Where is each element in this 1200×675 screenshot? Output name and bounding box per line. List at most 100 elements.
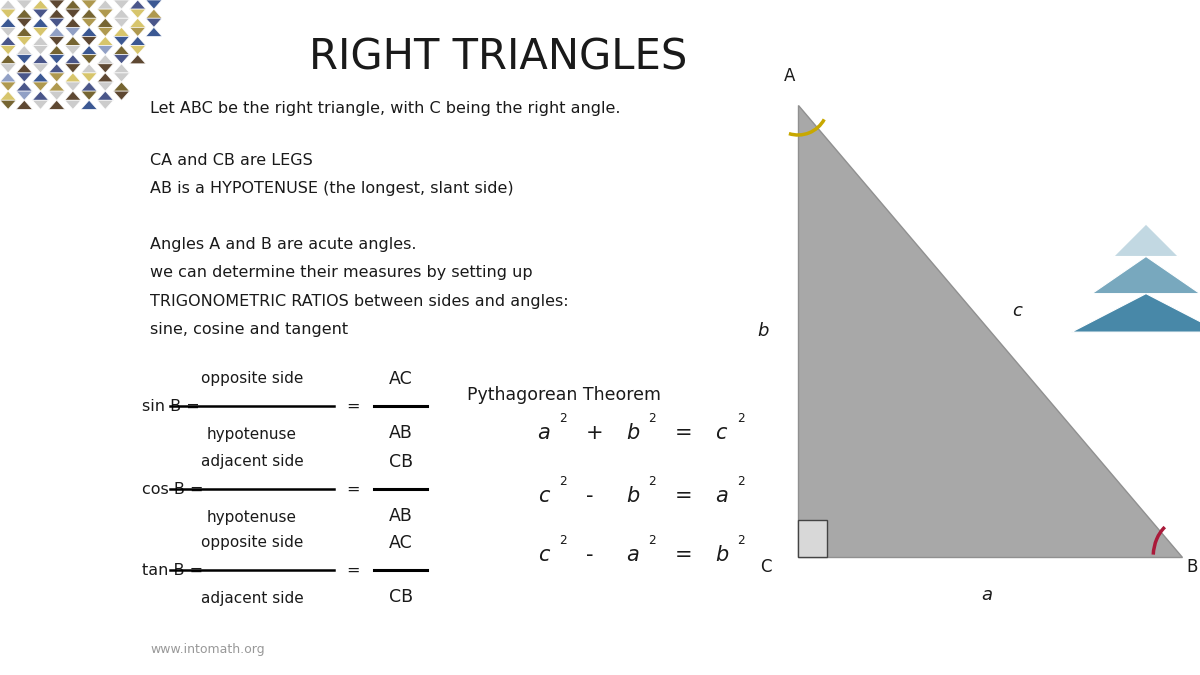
Polygon shape <box>65 27 82 36</box>
Text: opposite side: opposite side <box>200 371 304 385</box>
Text: b: b <box>757 322 769 340</box>
Polygon shape <box>146 0 162 9</box>
Polygon shape <box>0 100 17 109</box>
Polygon shape <box>17 46 32 55</box>
Polygon shape <box>32 73 48 82</box>
Text: a: a <box>538 423 551 443</box>
Polygon shape <box>48 46 65 55</box>
Text: =: = <box>346 563 360 578</box>
Polygon shape <box>82 64 97 73</box>
Polygon shape <box>130 55 146 63</box>
Polygon shape <box>0 36 17 46</box>
Polygon shape <box>17 73 32 82</box>
Text: =: = <box>674 486 692 506</box>
Polygon shape <box>0 82 17 91</box>
Polygon shape <box>32 0 48 9</box>
Polygon shape <box>97 64 114 73</box>
Polygon shape <box>130 36 146 46</box>
Text: opposite side: opposite side <box>200 535 304 549</box>
Text: a: a <box>980 587 992 604</box>
Polygon shape <box>65 55 82 63</box>
Text: c: c <box>538 545 550 565</box>
Polygon shape <box>0 64 17 73</box>
Text: CB: CB <box>389 589 413 606</box>
Polygon shape <box>65 82 82 91</box>
Polygon shape <box>48 64 65 73</box>
Polygon shape <box>65 73 82 82</box>
Polygon shape <box>0 73 17 82</box>
Polygon shape <box>17 27 32 36</box>
Text: hypotenuse: hypotenuse <box>208 510 298 525</box>
Polygon shape <box>48 27 65 36</box>
Text: AB: AB <box>389 508 413 525</box>
Text: =: = <box>346 482 360 497</box>
Polygon shape <box>114 36 130 46</box>
Text: b: b <box>626 423 640 443</box>
Polygon shape <box>0 91 17 100</box>
Polygon shape <box>32 27 48 36</box>
Polygon shape <box>114 27 130 36</box>
Text: 2: 2 <box>737 533 744 547</box>
Polygon shape <box>97 0 114 9</box>
Text: sin B =: sin B = <box>142 399 199 414</box>
Polygon shape <box>17 91 32 100</box>
Polygon shape <box>82 27 97 36</box>
Polygon shape <box>114 73 130 82</box>
Polygon shape <box>82 82 97 91</box>
Polygon shape <box>0 46 17 55</box>
Text: adjacent side: adjacent side <box>200 454 304 468</box>
Text: 2: 2 <box>737 412 744 425</box>
Text: 2: 2 <box>559 412 566 425</box>
Text: a: a <box>626 545 640 565</box>
Text: =: = <box>674 545 692 565</box>
Polygon shape <box>17 18 32 27</box>
Polygon shape <box>17 36 32 46</box>
Polygon shape <box>97 91 114 100</box>
Polygon shape <box>48 73 65 82</box>
Polygon shape <box>82 46 97 55</box>
Text: -: - <box>586 486 593 506</box>
Polygon shape <box>130 18 146 27</box>
Polygon shape <box>0 0 17 9</box>
Text: B: B <box>1186 558 1198 576</box>
Polygon shape <box>32 64 48 73</box>
Text: RIGHT TRIANGLES: RIGHT TRIANGLES <box>308 36 688 78</box>
Polygon shape <box>114 0 130 9</box>
Text: 2: 2 <box>559 475 566 488</box>
Polygon shape <box>65 46 82 55</box>
Polygon shape <box>97 82 114 91</box>
Polygon shape <box>65 18 82 27</box>
Text: AB: AB <box>389 425 413 442</box>
Text: 2: 2 <box>559 533 566 547</box>
Polygon shape <box>130 9 146 18</box>
Text: 2: 2 <box>648 533 655 547</box>
Polygon shape <box>0 18 17 27</box>
Text: Pythagorean Theorem: Pythagorean Theorem <box>467 386 661 404</box>
Polygon shape <box>48 91 65 100</box>
Text: =: = <box>674 423 692 443</box>
Text: hypotenuse: hypotenuse <box>208 427 298 442</box>
Polygon shape <box>1114 224 1178 256</box>
Text: tan B =: tan B = <box>142 563 203 578</box>
Text: we can determine their measures by setting up: we can determine their measures by setti… <box>150 265 533 280</box>
Text: www.intomath.org: www.intomath.org <box>150 643 265 656</box>
Polygon shape <box>48 82 65 91</box>
Text: -: - <box>586 545 593 565</box>
Polygon shape <box>32 46 48 55</box>
Polygon shape <box>48 36 65 46</box>
Text: C: C <box>760 558 772 576</box>
Polygon shape <box>82 100 97 109</box>
Text: CB: CB <box>389 454 413 471</box>
Polygon shape <box>82 73 97 82</box>
Polygon shape <box>146 9 162 18</box>
Polygon shape <box>0 55 17 63</box>
Text: a: a <box>715 486 728 506</box>
Polygon shape <box>146 27 162 36</box>
Polygon shape <box>114 9 130 18</box>
Text: 2: 2 <box>648 412 655 425</box>
Polygon shape <box>97 18 114 27</box>
Polygon shape <box>32 55 48 63</box>
Text: +: + <box>586 423 604 443</box>
Polygon shape <box>82 36 97 46</box>
Polygon shape <box>97 9 114 18</box>
